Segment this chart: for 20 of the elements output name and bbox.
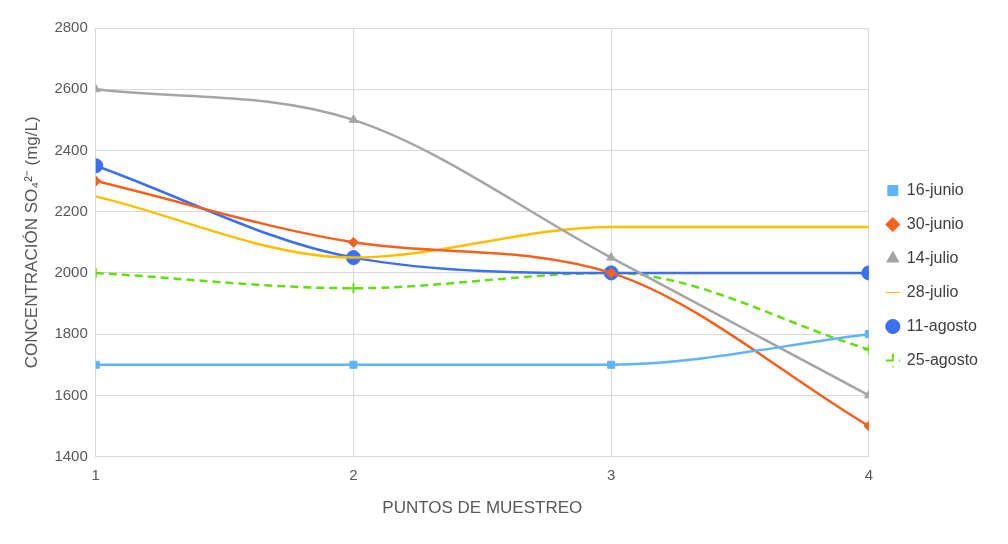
y-tick-label: 2600 [54, 79, 88, 97]
legend-label: 25-agosto [906, 350, 979, 368]
y-axis-title: CONCENTRACIÓN SO₄²⁻ (mg/L) [21, 116, 41, 369]
y-tick-label: 1400 [54, 446, 88, 464]
legend-label: 30-junio [906, 214, 964, 232]
x-tick-label: 1 [91, 465, 100, 483]
y-tick-label: 2400 [54, 140, 88, 158]
legend-label: 28-julio [906, 282, 959, 300]
x-tick-label: 3 [606, 465, 616, 483]
x-tick-label: 2 [349, 465, 358, 483]
legend-label: 11-agosto [906, 316, 977, 334]
legend-label: 14-julio [906, 248, 959, 266]
y-tick-label: 2200 [54, 201, 88, 219]
y-tick-label: 1600 [54, 385, 88, 403]
y-tick-label: 1800 [54, 324, 88, 342]
y-tick-label: 2800 [54, 18, 88, 36]
x-tick-label: 4 [864, 465, 874, 483]
y-tick-label: 2000 [54, 263, 88, 281]
legend-label: 16-junio [906, 180, 964, 198]
x-axis-title: PUNTOS DE MUESTREO [382, 498, 583, 518]
